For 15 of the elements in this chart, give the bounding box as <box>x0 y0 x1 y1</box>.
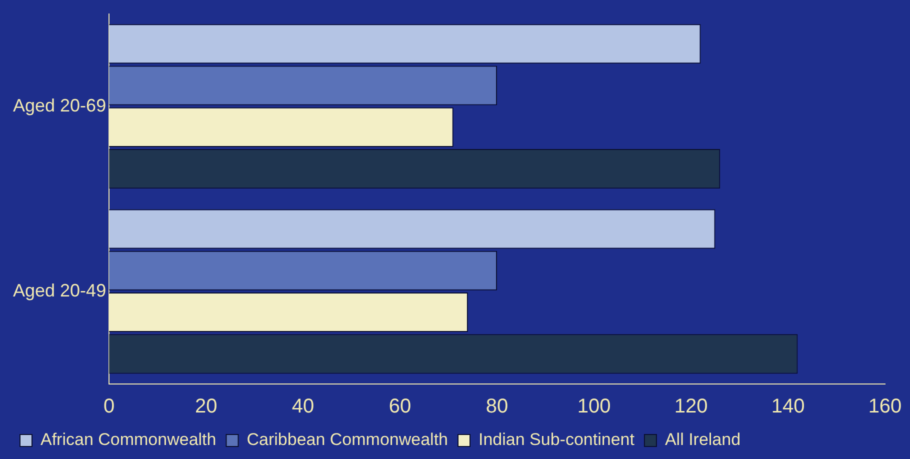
y-tick-label: Aged 20-69 <box>13 95 106 116</box>
x-tick-label: 120 <box>674 396 708 418</box>
x-tick-label: 140 <box>771 396 805 418</box>
legend-label: Indian Sub-continent <box>478 430 635 450</box>
x-tick-label: 60 <box>388 396 412 418</box>
legend-label: All Ireland <box>664 430 741 450</box>
legend-label: African Commonwealth <box>40 430 216 450</box>
x-tick-label: 0 <box>104 396 115 418</box>
legend-label: Caribbean Commonwealth <box>246 430 448 450</box>
y-tick-label: Aged 20-49 <box>13 280 106 300</box>
x-tick-label: 40 <box>292 396 314 418</box>
x-tick-label: 80 <box>486 396 508 418</box>
x-tick-label: 160 <box>868 396 902 418</box>
x-tick-label: 20 <box>194 396 218 418</box>
x-tick-label: 100 <box>577 396 611 418</box>
